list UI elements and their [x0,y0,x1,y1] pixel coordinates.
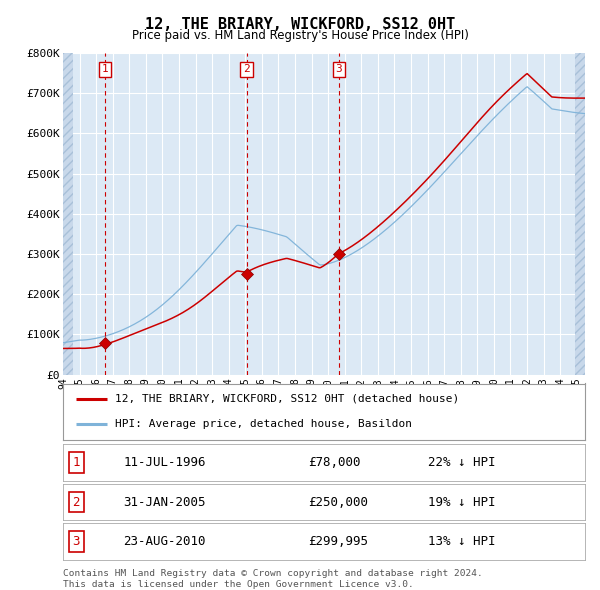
Text: 23-AUG-2010: 23-AUG-2010 [123,535,206,548]
Text: Price paid vs. HM Land Registry's House Price Index (HPI): Price paid vs. HM Land Registry's House … [131,30,469,42]
Text: 2: 2 [73,496,80,509]
Text: 19% ↓ HPI: 19% ↓ HPI [428,496,496,509]
Text: HPI: Average price, detached house, Basildon: HPI: Average price, detached house, Basi… [115,419,412,430]
Text: 12, THE BRIARY, WICKFORD, SS12 0HT: 12, THE BRIARY, WICKFORD, SS12 0HT [145,17,455,31]
Text: 3: 3 [335,64,342,74]
Text: 13% ↓ HPI: 13% ↓ HPI [428,535,496,548]
Text: 3: 3 [73,535,80,548]
Bar [575,53,585,375]
Text: £299,995: £299,995 [308,535,368,548]
Text: 22% ↓ HPI: 22% ↓ HPI [428,456,496,469]
Text: Contains HM Land Registry data © Crown copyright and database right 2024.
This d: Contains HM Land Registry data © Crown c… [63,569,483,589]
Text: 2: 2 [243,64,250,74]
Text: 1: 1 [73,456,80,469]
Text: £78,000: £78,000 [308,456,361,469]
Text: 11-JUL-1996: 11-JUL-1996 [123,456,206,469]
Bar [63,53,73,375]
Text: 1: 1 [101,64,109,74]
Text: 12, THE BRIARY, WICKFORD, SS12 0HT (detached house): 12, THE BRIARY, WICKFORD, SS12 0HT (deta… [115,394,460,404]
Text: 31-JAN-2005: 31-JAN-2005 [123,496,206,509]
Text: £250,000: £250,000 [308,496,368,509]
